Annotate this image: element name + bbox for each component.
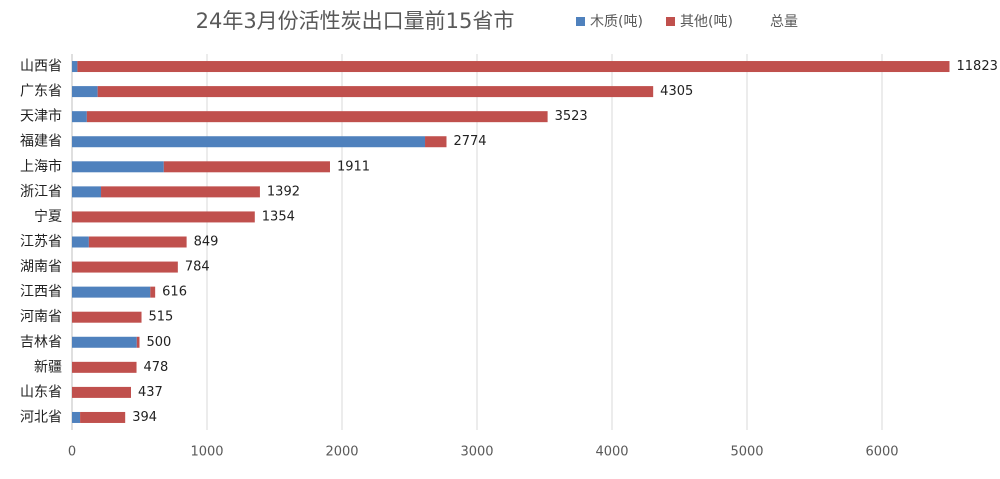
data-label: 1392 xyxy=(267,184,300,199)
bar xyxy=(88,236,187,248)
y-tick-label: 新疆 xyxy=(34,359,62,375)
legend-label: 其他(吨) xyxy=(680,14,733,30)
bar xyxy=(136,336,140,348)
data-label: 11823 xyxy=(957,59,998,74)
data-label: 1354 xyxy=(262,209,295,224)
y-tick-label: 吉林省 xyxy=(20,334,62,350)
data-label: 515 xyxy=(149,310,174,325)
data-label: 437 xyxy=(138,385,163,400)
bar xyxy=(72,236,89,248)
bar xyxy=(77,61,950,73)
y-tick-label: 河北省 xyxy=(20,409,62,425)
x-tick-label: 0 xyxy=(68,445,76,460)
bar xyxy=(163,161,330,173)
x-tick-label: 5000 xyxy=(730,445,763,460)
y-tick-label: 河南省 xyxy=(20,309,62,325)
y-tick-label: 宁夏 xyxy=(34,208,62,225)
bar xyxy=(72,261,178,273)
legend-label: 总量 xyxy=(770,14,798,30)
bar xyxy=(97,86,654,98)
bar xyxy=(72,211,255,223)
legend-swatch xyxy=(666,17,675,26)
x-tick-label: 3000 xyxy=(460,445,493,460)
x-tick-label: 2000 xyxy=(325,445,358,460)
bar xyxy=(72,136,426,148)
bar xyxy=(72,86,98,98)
y-tick-label: 上海市 xyxy=(20,158,62,175)
bar xyxy=(72,386,131,398)
chart-title: 24年3月份活性炭出口量前15省市 xyxy=(196,9,515,33)
bar xyxy=(72,336,137,348)
y-tick-label: 福建省 xyxy=(20,134,62,150)
bar xyxy=(72,61,78,73)
data-label: 616 xyxy=(162,285,187,300)
bar xyxy=(72,111,87,123)
data-label: 2774 xyxy=(453,134,486,149)
x-tick-label: 1000 xyxy=(190,445,223,460)
y-tick-label: 山西省 xyxy=(20,59,62,75)
bar xyxy=(72,361,137,373)
y-tick-label: 湖南省 xyxy=(20,259,62,275)
y-tick-label: 山东省 xyxy=(20,384,62,400)
data-label: 4305 xyxy=(660,84,693,99)
y-tick-label: 江西省 xyxy=(20,284,62,300)
legend-label: 木质(吨) xyxy=(590,14,643,30)
bar xyxy=(72,286,151,298)
data-label: 478 xyxy=(144,360,169,375)
bar xyxy=(101,186,260,198)
bar xyxy=(72,311,142,323)
x-tick-label: 6000 xyxy=(865,445,898,460)
data-label: 849 xyxy=(194,235,219,250)
bar xyxy=(86,111,548,123)
bar xyxy=(72,161,164,173)
data-label: 500 xyxy=(147,335,172,350)
y-tick-label: 浙江省 xyxy=(20,184,62,200)
bar xyxy=(80,411,126,423)
x-tick-label: 4000 xyxy=(595,445,628,460)
y-tick-label: 天津市 xyxy=(20,108,62,125)
bar xyxy=(72,411,81,423)
y-tick-label: 广东省 xyxy=(20,84,62,100)
y-tick-label: 江苏省 xyxy=(20,234,62,250)
data-label: 394 xyxy=(132,410,157,425)
bar xyxy=(425,136,447,148)
bar xyxy=(150,286,156,298)
data-label: 1911 xyxy=(337,159,370,174)
legend-swatch xyxy=(576,17,585,26)
bar xyxy=(72,186,102,198)
data-label: 3523 xyxy=(555,109,588,124)
data-label: 784 xyxy=(185,260,210,275)
